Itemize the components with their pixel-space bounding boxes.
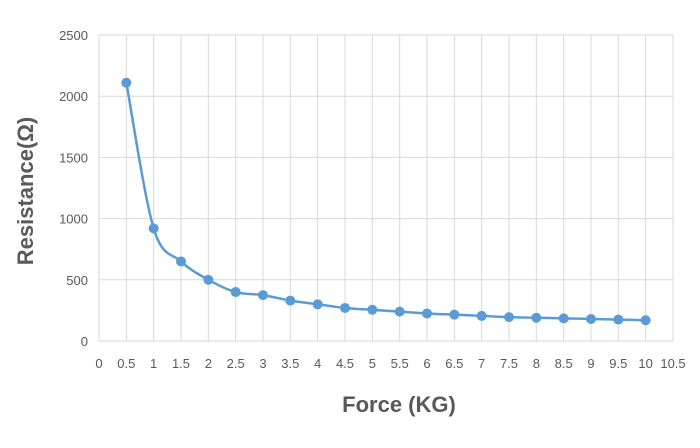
y-tick-label: 1500: [59, 150, 88, 165]
x-tick-label: 0: [95, 356, 102, 371]
data-point: [476, 310, 487, 321]
y-axis-title: Resistance(Ω): [13, 117, 38, 265]
x-tick-label: 4: [314, 356, 321, 371]
x-axis-tick-labels: 0 0.5 1 1.5 2 2.5 3 3.5 4 4.5 5 5.5 6 6.5 7 7.5 8 8.5 9 9.5…: [95, 356, 685, 371]
x-tick-label: 7: [478, 356, 485, 371]
data-point: [176, 256, 186, 267]
data-point: [640, 315, 651, 326]
y-tick-label: 1000: [59, 212, 88, 227]
y-tick-label: 0: [81, 334, 88, 349]
data-point: [285, 295, 296, 306]
x-tick-label: 5: [369, 356, 376, 371]
y-axis-tick-labels: 0 500 1000 1500 2000 2500: [59, 28, 88, 349]
data-series: [121, 77, 651, 326]
data-point: [504, 312, 514, 323]
y-tick-label: 2000: [59, 89, 88, 104]
series-line: [125, 82, 646, 322]
x-tick-label: 10.5: [660, 356, 685, 371]
x-tick-label: 9: [587, 356, 594, 371]
data-point: [230, 287, 241, 298]
x-tick-label: 4.5: [336, 356, 354, 371]
gridlines: [98, 34, 674, 342]
x-tick-label: 9.5: [609, 356, 627, 371]
x-tick-label: 2.5: [227, 356, 245, 371]
data-point: [203, 274, 214, 285]
data-point: [558, 313, 569, 324]
data-point: [148, 223, 159, 234]
data-point: [258, 290, 268, 301]
x-tick-label: 10: [638, 356, 652, 371]
x-tick-label: 7.5: [500, 356, 518, 371]
data-point: [312, 299, 323, 310]
x-tick-label: 1.5: [172, 356, 190, 371]
x-tick-label: 3.5: [281, 356, 299, 371]
data-point: [367, 304, 378, 315]
data-point: [586, 313, 596, 324]
x-tick-label: 6.5: [445, 356, 463, 371]
x-tick-label: 6: [423, 356, 430, 371]
data-point: [613, 314, 624, 325]
x-tick-label: 3: [259, 356, 266, 371]
x-tick-label: 5.5: [391, 356, 409, 371]
data-point: [340, 302, 350, 313]
y-tick-label: 500: [66, 273, 88, 288]
x-tick-label: 8: [533, 356, 540, 371]
data-point: [449, 309, 460, 320]
x-tick-label: 8.5: [555, 356, 573, 371]
x-tick-label: 2: [205, 356, 212, 371]
data-point: [394, 306, 405, 317]
x-axis-title: Force (KG): [342, 392, 456, 417]
x-tick-label: 1: [150, 356, 157, 371]
data-point: [121, 77, 132, 88]
x-tick-label: 0.5: [117, 356, 135, 371]
y-tick-label: 2500: [59, 28, 88, 43]
data-point: [531, 312, 542, 323]
data-point: [422, 308, 432, 319]
